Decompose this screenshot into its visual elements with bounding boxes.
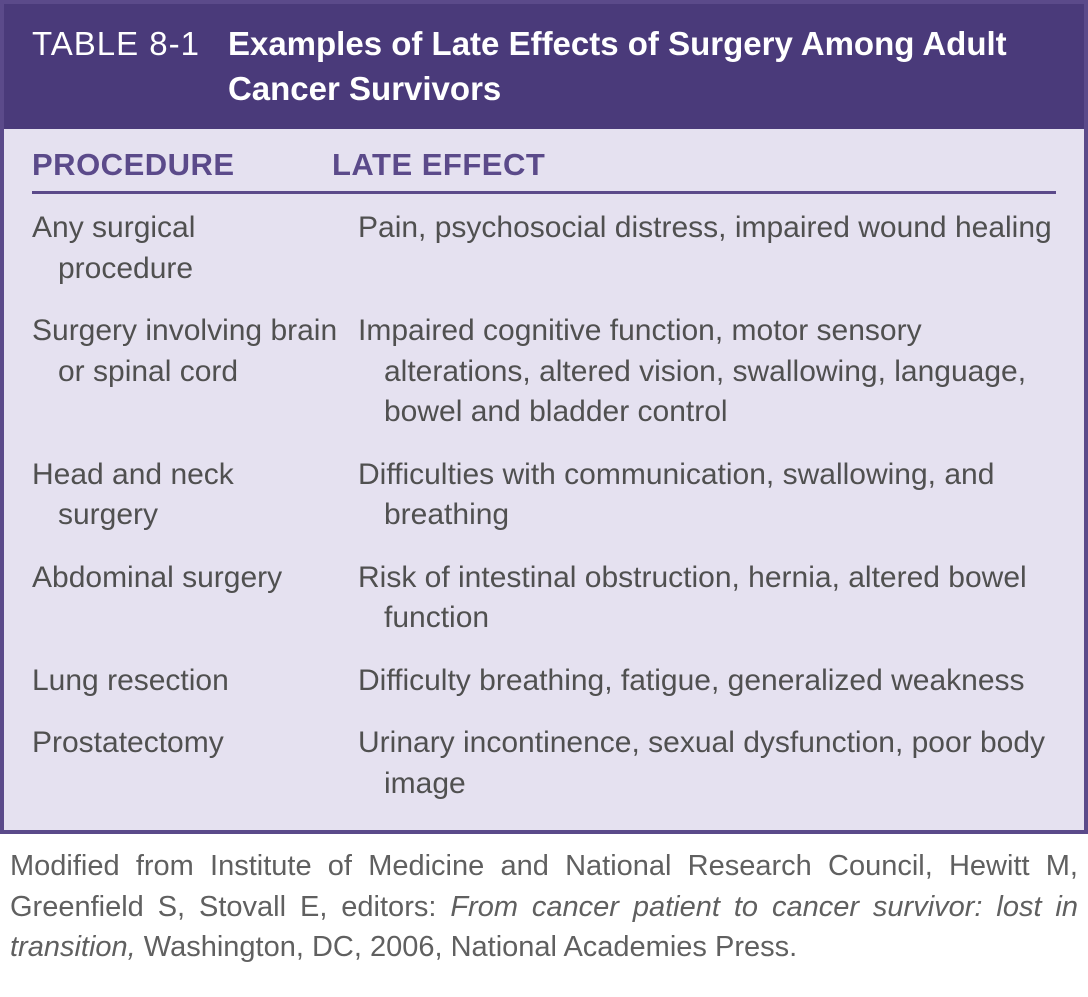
column-header-late-effect: LATE EFFECT: [332, 147, 1056, 183]
table-id: TABLE 8-1: [32, 22, 200, 67]
cell-procedure: Head and neck surgery: [58, 455, 358, 536]
cell-procedure: Lung resection: [58, 661, 358, 702]
footnote: Modified from Institute of Medicine and …: [0, 846, 1088, 968]
table-row: Prostatectomy Urinary incontinence, sexu…: [32, 723, 1056, 804]
cell-late-effect: Urinary incontinence, sexual dysfunction…: [384, 723, 1056, 804]
table-row: Lung resection Difficulty breathing, fat…: [32, 661, 1056, 702]
table-body: PROCEDURE LATE EFFECT Any surgical proce…: [4, 129, 1084, 830]
data-rows: Any surgical procedure Pain, psychosocia…: [32, 208, 1056, 804]
cell-procedure: Prostatectomy: [58, 723, 358, 804]
table-header: TABLE 8-1 Examples of Late Effects of Su…: [4, 4, 1084, 129]
column-header-procedure: PROCEDURE: [32, 147, 332, 183]
table-box: TABLE 8-1 Examples of Late Effects of Su…: [0, 0, 1088, 834]
cell-late-effect: Pain, psychosocial distress, impaired wo…: [384, 208, 1056, 289]
cell-late-effect: Risk of intestinal obstruction, hernia, …: [384, 558, 1056, 639]
table-row: Abdominal surgery Risk of intestinal obs…: [32, 558, 1056, 639]
cell-procedure: Surgery involving brain or spinal cord: [58, 311, 358, 433]
cell-procedure: Any surgical procedure: [58, 208, 358, 289]
cell-late-effect: Impaired cognitive function, motor senso…: [384, 311, 1056, 433]
column-headers: PROCEDURE LATE EFFECT: [32, 147, 1056, 194]
table-row: Any surgical procedure Pain, psychosocia…: [32, 208, 1056, 289]
table-container: TABLE 8-1 Examples of Late Effects of Su…: [0, 0, 1088, 988]
table-title: Examples of Late Effects of Surgery Amon…: [228, 22, 1056, 111]
table-row: Surgery involving brain or spinal cord I…: [32, 311, 1056, 433]
cell-late-effect: Difficulty breathing, fatigue, generaliz…: [384, 661, 1056, 702]
cell-late-effect: Difficulties with communication, swallow…: [384, 455, 1056, 536]
cell-procedure: Abdominal surgery: [58, 558, 358, 639]
table-row: Head and neck surgery Difficulties with …: [32, 455, 1056, 536]
footnote-post: Washington, DC, 2006, National Academies…: [136, 931, 797, 963]
